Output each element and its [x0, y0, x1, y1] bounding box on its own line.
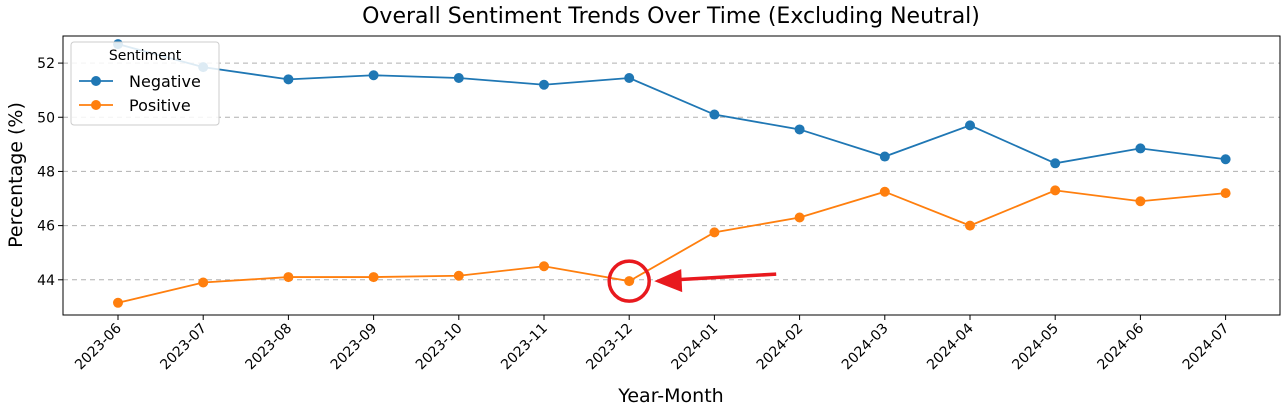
y-tick-label: 44 — [37, 273, 55, 289]
x-tick-label: 2023-12 — [583, 321, 636, 374]
annotation-group — [607, 259, 777, 303]
x-tick-label: 2024-01 — [669, 321, 722, 374]
y-axis-ticks: 44 46 48 50 52 — [37, 56, 63, 289]
x-axis-label: Year-Month — [617, 385, 723, 407]
data-point-negative — [794, 124, 805, 135]
x-tick-label: 2023-07 — [157, 321, 210, 374]
data-point-positive — [113, 297, 123, 308]
data-point-positive — [1135, 196, 1146, 207]
x-axis-ticks: 2023-06 2023-07 2023-08 2023-09 2023-10 2023-… — [72, 315, 1232, 373]
data-point-positive — [453, 270, 464, 281]
x-tick-label: 2024-04 — [924, 320, 977, 373]
series-line-positive — [117, 189, 1226, 304]
y-tick-label: 48 — [37, 164, 55, 180]
data-point-positive — [709, 227, 720, 238]
x-tick-label: 2023-06 — [72, 320, 125, 373]
y-tick-label: 46 — [37, 219, 55, 235]
data-point-negative — [1050, 158, 1061, 169]
arrow-head — [654, 269, 683, 293]
data-point-negative — [709, 109, 720, 120]
x-tick-label: 2024-02 — [754, 321, 807, 374]
x-tick-label: 2024-06 — [1095, 320, 1148, 373]
legend-label-negative: Negative — [129, 72, 201, 91]
data-point-negative — [879, 151, 890, 162]
x-tick-label: 2023-11 — [498, 321, 551, 374]
data-point-positive — [198, 277, 209, 288]
data-point-positive — [1220, 188, 1231, 199]
x-tick-label: 2024-05 — [1009, 321, 1062, 374]
legend: Sentiment Negative Positive — [70, 41, 220, 126]
legend-title: Sentiment — [109, 48, 182, 64]
y-tick-label: 50 — [37, 110, 55, 126]
series-group — [113, 39, 1231, 308]
x-tick-label: 2023-09 — [328, 321, 381, 374]
x-tick-label: 2023-10 — [413, 321, 466, 374]
data-point-positive — [879, 186, 890, 197]
y-tick-label: 52 — [37, 56, 55, 72]
x-tick-label: 2024-07 — [1180, 321, 1233, 374]
series-line-negative — [117, 43, 1226, 165]
data-point-negative — [368, 70, 379, 81]
data-point-negative — [624, 72, 635, 83]
data-point-negative — [453, 72, 464, 83]
gridlines — [63, 62, 1280, 281]
data-point-negative — [965, 120, 975, 131]
data-point-positive — [965, 220, 975, 231]
x-tick-label: 2023-08 — [243, 321, 296, 374]
data-point-positive — [794, 212, 805, 223]
data-point-negative — [283, 74, 294, 85]
highlight-circle — [607, 259, 651, 303]
data-point-positive — [368, 272, 379, 283]
legend-marker-positive — [91, 100, 101, 110]
y-axis-label: Percentage (%) — [5, 102, 27, 248]
plot-frame — [62, 35, 1281, 316]
chart-title: Overall Sentiment Trends Over Time (Excl… — [362, 4, 980, 29]
arrow-shaft — [669, 272, 777, 282]
data-point-negative — [1135, 143, 1146, 154]
legend-items: Negative Positive — [79, 72, 201, 115]
x-tick-label: 2024-03 — [839, 321, 892, 374]
data-point-positive — [624, 276, 635, 287]
legend-label-positive: Positive — [129, 96, 191, 115]
data-point-positive — [539, 261, 549, 272]
data-point-negative — [539, 79, 549, 90]
data-point-positive — [283, 272, 294, 283]
data-point-negative — [1220, 154, 1231, 165]
legend-marker-negative — [91, 76, 101, 86]
data-point-positive — [1050, 185, 1061, 196]
